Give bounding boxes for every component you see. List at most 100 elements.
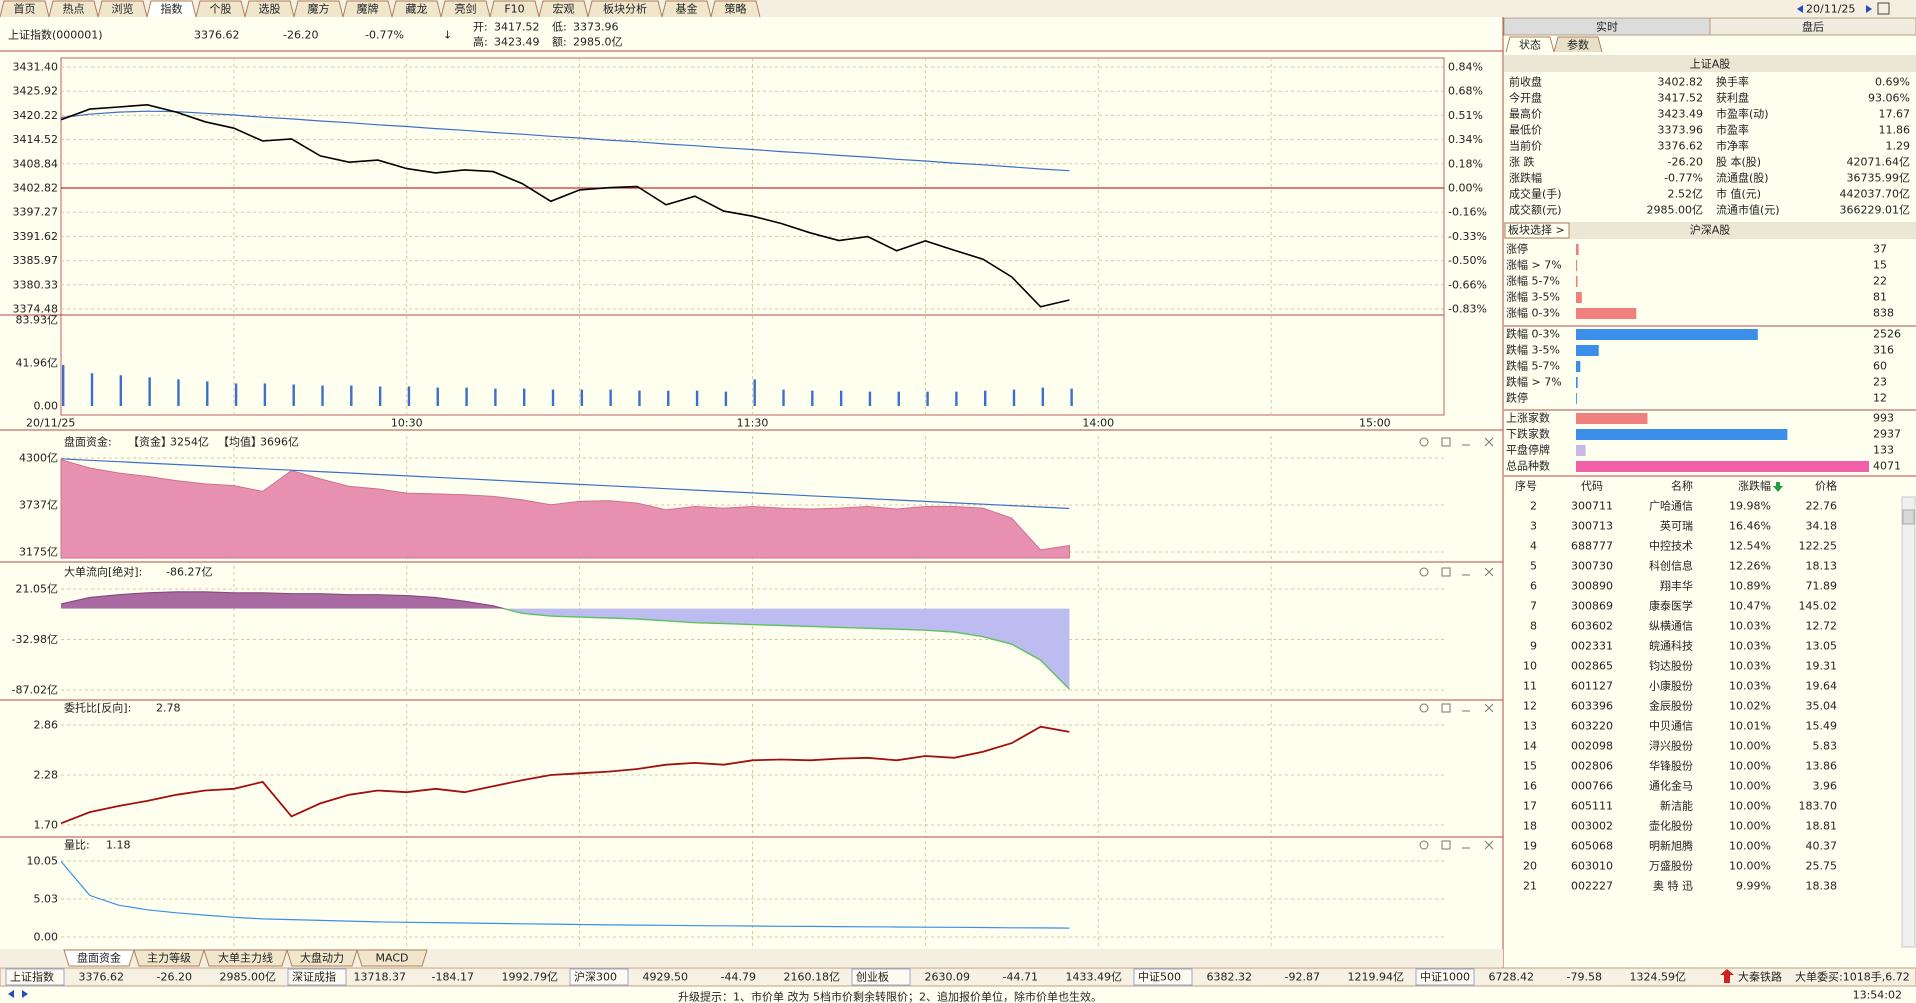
index-box[interactable] (851, 968, 911, 986)
menu-tab[interactable] (489, 0, 540, 18)
maximize-icon[interactable] (1441, 437, 1451, 447)
index-value: 3376.62 (79, 971, 125, 984)
maximize-icon[interactable] (1441, 703, 1451, 713)
list-cell: 奥 特 迅 (1653, 879, 1693, 893)
menu-tab[interactable] (0, 0, 50, 18)
scroll-left[interactable] (8, 990, 14, 998)
list-cell: 19.64 (1806, 680, 1838, 693)
time-label: 15:00 (1359, 417, 1391, 430)
help-icon[interactable] (1419, 567, 1429, 577)
volume-bar (465, 387, 468, 406)
y-tick-label: 3431.40 (13, 61, 59, 74)
close-icon[interactable] (1484, 703, 1494, 713)
close-icon[interactable] (1484, 840, 1494, 850)
scrollbar[interactable] (1901, 496, 1916, 948)
list-cell: 6 (1530, 580, 1537, 593)
index-price: 3376.62 (194, 29, 240, 42)
list-cell: 18.38 (1806, 880, 1838, 893)
menu-tab[interactable] (244, 0, 295, 18)
list-header: 价格 (1815, 479, 1837, 493)
volume-ratio-line (60, 861, 1070, 929)
maximize-icon[interactable] (1441, 840, 1451, 850)
list-cell: 纵横通信 (1649, 619, 1693, 633)
list-cell: 10.02% (1729, 700, 1771, 713)
bottom-tab-label: 大单主力线 (218, 951, 273, 965)
menu-tab[interactable] (48, 0, 99, 18)
index-value: 2160.18亿 (784, 971, 841, 984)
list-cell: 皖通科技 (1649, 639, 1693, 653)
market-header (1504, 55, 1916, 72)
menu-tab[interactable] (97, 0, 148, 18)
market-title: 上证A股 (1690, 58, 1731, 71)
sector-select[interactable] (1504, 222, 1570, 239)
list-cell: 13 (1523, 720, 1537, 733)
list-cell: 17 (1523, 800, 1537, 813)
y-tick-label: 3737亿 (19, 499, 58, 512)
scroll-thumb[interactable] (1902, 509, 1915, 525)
inflow-area (61, 591, 504, 609)
volume-bar (695, 390, 699, 406)
list-cell: 7 (1530, 600, 1537, 613)
volume-bar (638, 390, 641, 406)
menu-tab[interactable] (195, 0, 246, 18)
panel-title: 盘面资金: (64, 435, 112, 449)
list-cell: 000766 (1571, 780, 1613, 793)
menu-tab-label: 首页 (14, 2, 36, 16)
help-icon[interactable] (1419, 840, 1429, 850)
index-box[interactable] (1133, 968, 1193, 986)
fund-area (60, 459, 1070, 559)
index-name: 上证指数(000001) (8, 28, 103, 42)
menu-tab[interactable] (661, 0, 712, 18)
bottom-tab[interactable] (356, 949, 428, 967)
menu-tab[interactable] (342, 0, 393, 18)
side-subtab[interactable] (1505, 36, 1555, 53)
list-cell: 10.00% (1729, 780, 1771, 793)
bottom-tab[interactable] (203, 949, 288, 967)
bottom-tab[interactable] (133, 949, 205, 967)
help-icon[interactable] (1419, 437, 1429, 447)
menu-tab[interactable] (146, 0, 197, 18)
list-cell: 通化金马 (1649, 779, 1693, 793)
menu-tab[interactable] (710, 0, 761, 18)
y-tick-label: 2.86 (34, 719, 59, 732)
maximize-icon[interactable] (1441, 567, 1451, 577)
side-subtab[interactable] (1553, 36, 1603, 53)
y-tick-label: -32.98亿 (12, 633, 58, 646)
breadth-count: 37 (1873, 243, 1887, 256)
breadth-label: 涨幅 5-7% (1506, 275, 1560, 288)
index-value: 4929.50 (643, 971, 689, 984)
index-box[interactable] (287, 968, 347, 986)
menu-tab[interactable] (538, 0, 589, 18)
help-icon[interactable] (1419, 703, 1429, 713)
index-box[interactable] (1415, 968, 1475, 986)
breadth-bar (1576, 244, 1579, 255)
side-tab[interactable] (1709, 17, 1916, 36)
scroll-right[interactable] (22, 990, 28, 998)
list-cell: 18.81 (1806, 820, 1838, 833)
menu-tab[interactable] (440, 0, 491, 18)
close-icon[interactable] (1484, 437, 1494, 447)
stat-label: 当前价 (1509, 139, 1542, 153)
menu-tab[interactable] (587, 0, 663, 18)
low-value: 3373.96 (573, 21, 619, 34)
index-box[interactable] (5, 968, 65, 986)
volume-bar (234, 383, 238, 406)
stat-label: 市盈率 (1716, 123, 1749, 137)
list-cell: 10.00% (1729, 800, 1771, 813)
stat-label: 前收盘 (1509, 75, 1542, 89)
stat-value: 11.86 (1879, 124, 1911, 137)
bottom-tab[interactable] (63, 949, 135, 967)
index-value: -184.17 (432, 971, 474, 984)
y-tick-label: 0.00 (34, 931, 59, 944)
breadth-label: 涨停 (1506, 242, 1528, 256)
bottom-tab[interactable] (286, 949, 358, 967)
panel-title: 大单流向[绝对]: (64, 565, 142, 579)
close-icon[interactable] (1484, 567, 1494, 577)
y-tick-label: 21.05亿 (16, 583, 59, 596)
menu-tab[interactable] (391, 0, 442, 18)
index-box[interactable] (569, 968, 629, 986)
breadth-bar (1576, 260, 1578, 271)
list-cell: 12.72 (1806, 620, 1838, 633)
volume-bar (667, 390, 670, 406)
menu-tab[interactable] (293, 0, 344, 18)
